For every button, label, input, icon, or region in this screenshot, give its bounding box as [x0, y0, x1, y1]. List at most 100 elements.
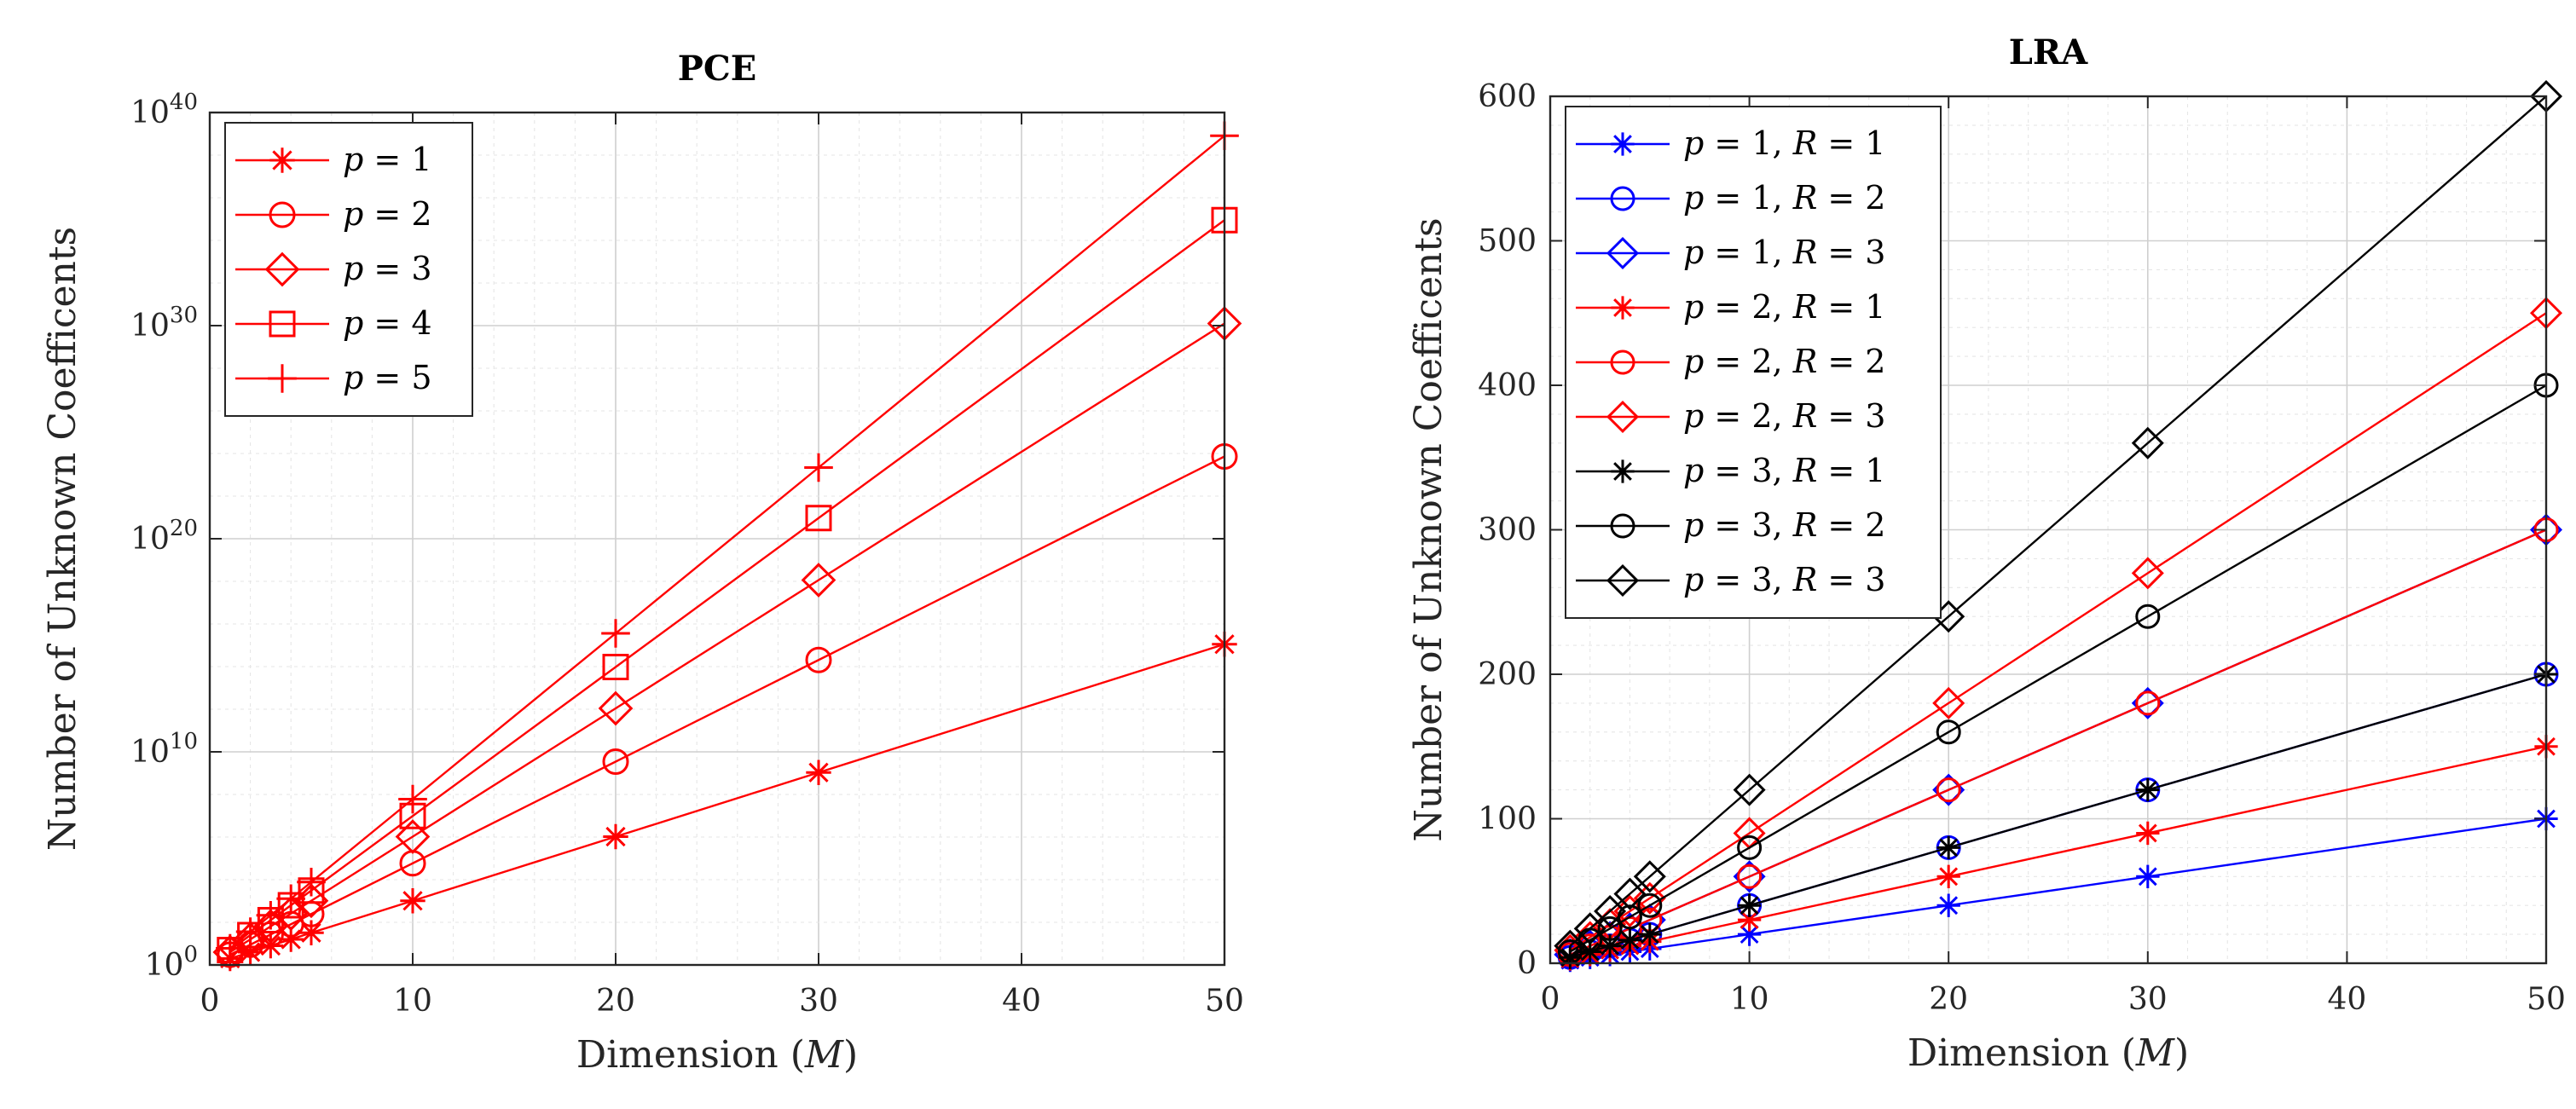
x-axis-label: Dimension (M) [576, 1033, 858, 1077]
legend-label: p = 1, R = 1 [1683, 124, 1886, 162]
y-axis-label: Number of Unknown Coefficents [41, 227, 84, 851]
legend-item: p = 2, R = 3 [1576, 397, 1886, 435]
data-point [1633, 860, 1666, 893]
data-point [602, 654, 629, 680]
x-tick-label: 30 [799, 984, 838, 1019]
legend-label: p = 1, R = 2 [1683, 179, 1886, 217]
legend-item: p = 1, R = 2 [1576, 179, 1886, 217]
legend-label: p = 5 [343, 359, 432, 396]
legend-item: p = 1 [235, 141, 432, 178]
legend-label: p = 2, R = 2 [1683, 343, 1886, 380]
series-line [229, 455, 1225, 956]
legend-marker [1606, 563, 1640, 598]
data-point [2135, 604, 2161, 629]
legend-item: p = 2, R = 2 [1576, 343, 1886, 380]
legend-item: p = 2 [235, 195, 432, 233]
data-point [1638, 922, 1662, 946]
legend-marker [1611, 132, 1635, 156]
legend-label: p = 3 [343, 250, 432, 287]
x-axis-label: Dimension (M) [1907, 1031, 2189, 1075]
y-tick-label: 1020 [130, 516, 198, 557]
data-point [601, 619, 630, 648]
legend-item: p = 4 [235, 304, 432, 342]
y-tick-label: 1010 [130, 729, 198, 770]
legend-marker [264, 251, 300, 287]
legend-marker [269, 147, 295, 173]
data-point [1558, 945, 1583, 969]
legend-label: p = 3, R = 3 [1683, 561, 1886, 598]
data-point [278, 927, 304, 952]
data-point [1598, 934, 1622, 958]
x-tick-label: 20 [596, 984, 635, 1019]
y-tick-label: 100 [1478, 802, 1537, 837]
series-line [1569, 95, 2547, 947]
chart-title: LRA [2009, 32, 2088, 72]
x-tick-label: 20 [1929, 982, 1968, 1017]
x-tick-label: 40 [2327, 982, 2366, 1017]
data-point [2136, 864, 2160, 888]
legend-marker [269, 310, 296, 338]
data-point [2131, 557, 2164, 590]
lra-chart: 0 10 20 30 40 500100200300400500600LRADimensi… [1407, 32, 2566, 1075]
data-point [1637, 892, 1663, 918]
data-point [1737, 893, 1762, 917]
data-point [400, 888, 425, 914]
y-tick-label: 300 [1478, 513, 1537, 548]
data-point [805, 505, 832, 532]
legend-marker [268, 364, 297, 393]
legend-marker [1610, 186, 1635, 211]
chart-title: PCE [678, 49, 756, 89]
data-point [276, 884, 305, 914]
data-point [1633, 881, 1666, 915]
legend-item: p = 3, R = 1 [1576, 452, 1886, 489]
x-tick-label: 40 [1002, 984, 1041, 1019]
data-point [216, 933, 245, 963]
y-tick-label: 1040 [130, 90, 198, 130]
data-point [602, 748, 629, 775]
data-point [256, 900, 286, 930]
data-point [2136, 821, 2160, 846]
data-point [1737, 922, 1762, 946]
data-point [598, 690, 634, 726]
data-point [1594, 894, 1627, 928]
y-tick-label: 600 [1478, 79, 1537, 114]
series-line [229, 322, 1225, 954]
data-point [1618, 928, 1642, 952]
data-point [805, 646, 832, 673]
x-tick-label: 0 [200, 984, 220, 1019]
legend-label: p = 2, R = 3 [1683, 397, 1886, 435]
x-tick-label: 30 [2128, 982, 2168, 1017]
y-tick-label: 400 [1478, 368, 1537, 403]
data-point [1936, 719, 1961, 745]
legend-label: p = 3, R = 2 [1683, 506, 1886, 544]
data-point [298, 920, 324, 945]
legend-marker [1606, 400, 1640, 434]
legend-marker [269, 201, 296, 228]
data-point [293, 883, 329, 919]
legend-label: p = 2, R = 1 [1683, 288, 1886, 326]
data-point [1936, 777, 1961, 803]
data-point [1932, 686, 1965, 719]
data-point [1936, 835, 1960, 860]
series-9 [1554, 79, 2563, 962]
y-tick-label: 200 [1478, 657, 1537, 692]
data-point [804, 453, 833, 482]
data-point [2136, 777, 2160, 802]
series-5 [216, 121, 1239, 963]
legend: p = 1, R = 1 p = 1, R = 2 p = 1, R = 3 p = … [1565, 106, 1942, 619]
data-point [603, 823, 628, 850]
x-tick-label: 50 [2527, 982, 2566, 1017]
data-point [2135, 690, 2161, 716]
x-tick-label: 10 [1730, 982, 1769, 1017]
pce-chart: 0 10 20 30 40 501001010102010301040PCEDimensi… [41, 49, 1244, 1077]
data-point [1573, 912, 1606, 945]
legend-item: p = 1, R = 3 [1576, 234, 1886, 271]
y-tick-label: 100 [145, 942, 198, 983]
data-point [1737, 908, 1762, 932]
x-tick-label: 50 [1205, 984, 1244, 1019]
legend-item: p = 2, R = 1 [1576, 288, 1886, 326]
legend-label: p = 3, R = 1 [1683, 452, 1886, 489]
legend-label: p = 1, R = 3 [1683, 234, 1886, 271]
data-point [801, 563, 836, 598]
